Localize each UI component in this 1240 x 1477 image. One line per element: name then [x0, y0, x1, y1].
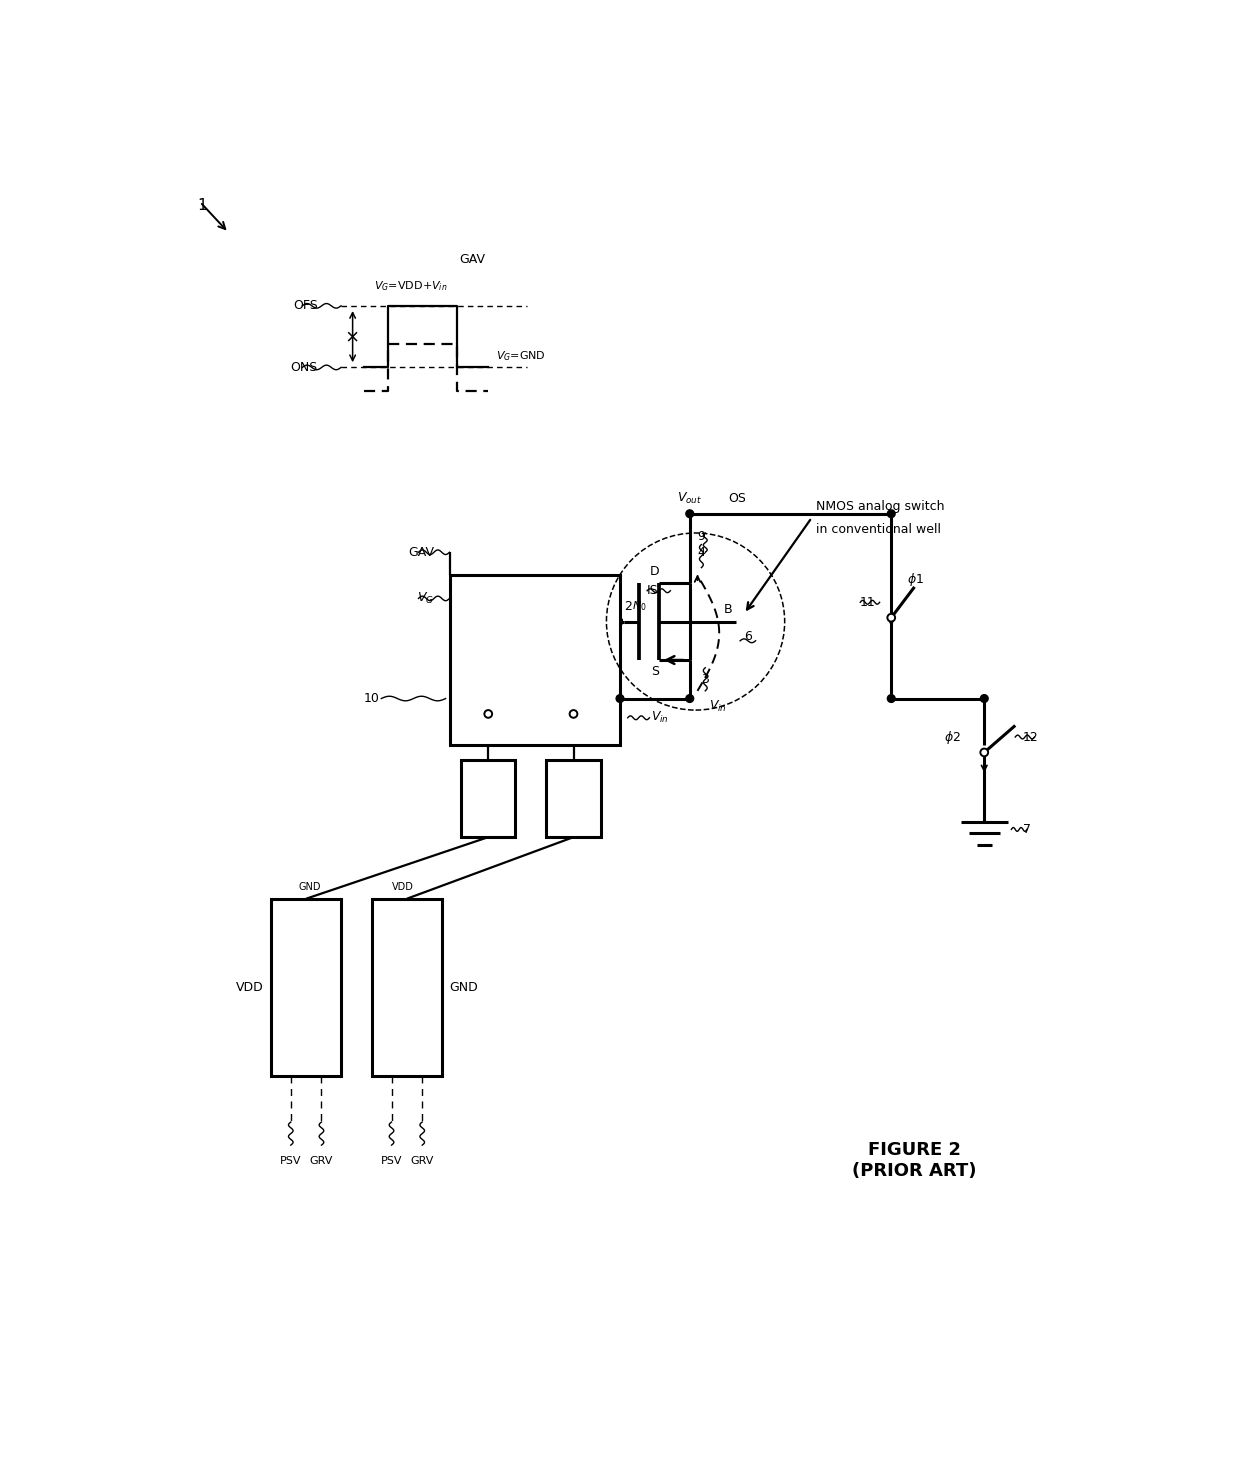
Text: GND: GND: [449, 981, 479, 994]
Text: 6: 6: [744, 631, 751, 644]
Bar: [372, 898, 441, 1075]
Circle shape: [485, 710, 492, 718]
Text: OFS: OFS: [293, 300, 317, 312]
Text: arrangement: arrangement: [494, 674, 575, 685]
Circle shape: [569, 710, 578, 718]
Circle shape: [888, 614, 895, 622]
Text: GND: GND: [299, 882, 321, 892]
Text: 10: 10: [363, 693, 379, 705]
Text: $V_{in}$: $V_{in}$: [651, 710, 668, 725]
Circle shape: [686, 694, 693, 703]
Text: $N_0$: $N_0$: [632, 600, 647, 613]
Text: in conventional well: in conventional well: [816, 523, 941, 536]
Text: 2: 2: [624, 600, 631, 613]
Text: $V_G$=GND: $V_G$=GND: [496, 349, 546, 363]
Text: GND: GND: [477, 817, 500, 827]
Text: S: S: [651, 665, 658, 678]
Bar: [547, 761, 600, 837]
Text: 4: 4: [697, 545, 706, 558]
Text: 7: 7: [1023, 823, 1030, 836]
Text: GAV: GAV: [408, 545, 434, 558]
Text: +: +: [582, 762, 593, 777]
Text: $\phi$1: $\phi$1: [906, 570, 924, 588]
Text: $V_G$: $V_G$: [417, 591, 434, 606]
Circle shape: [888, 510, 895, 517]
Text: $\phi$2: $\phi$2: [585, 690, 601, 707]
Text: VDD: VDD: [563, 817, 584, 827]
Text: B: B: [724, 604, 733, 616]
Text: VDD: VDD: [392, 882, 414, 892]
Text: PSV: PSV: [280, 1155, 301, 1165]
Text: ONS: ONS: [290, 360, 317, 374]
Text: VDD: VDD: [236, 981, 263, 994]
Circle shape: [686, 510, 693, 517]
Circle shape: [981, 749, 988, 756]
Text: NMOS analog switch: NMOS analog switch: [816, 499, 944, 513]
Text: $V_{in}$: $V_{in}$: [709, 699, 727, 713]
Text: 1: 1: [197, 198, 207, 213]
Text: GAV: GAV: [460, 253, 486, 266]
Text: G: G: [603, 614, 613, 628]
Text: 5: 5: [585, 585, 593, 597]
Text: FIGURE 2
(PRIOR ART): FIGURE 2 (PRIOR ART): [852, 1142, 977, 1180]
Text: 9: 9: [697, 530, 706, 544]
Text: 8: 8: [608, 703, 616, 716]
Text: $V_{out}$: $V_{out}$: [677, 490, 702, 507]
Text: OS: OS: [729, 492, 746, 505]
Text: IS: IS: [647, 585, 658, 597]
Circle shape: [981, 694, 988, 703]
Circle shape: [888, 694, 895, 703]
Text: 12: 12: [1023, 731, 1039, 743]
Text: $V_G$=VDD+$V_{in}$: $V_G$=VDD+$V_{in}$: [374, 279, 448, 294]
Text: GRV: GRV: [410, 1155, 434, 1165]
Bar: [461, 761, 516, 837]
Text: $\phi$2: $\phi$2: [944, 728, 961, 746]
Text: 11: 11: [861, 595, 875, 609]
Text: bootstrapping: bootstrapping: [491, 634, 578, 647]
Bar: [272, 898, 341, 1075]
Text: +: +: [496, 762, 508, 777]
Text: $\phi$1: $\phi$1: [460, 690, 476, 707]
Text: D: D: [650, 566, 660, 578]
Bar: [449, 576, 620, 744]
Circle shape: [616, 694, 624, 703]
Text: PSV: PSV: [381, 1155, 402, 1165]
Text: GRV: GRV: [310, 1155, 334, 1165]
Text: 3: 3: [702, 674, 709, 685]
